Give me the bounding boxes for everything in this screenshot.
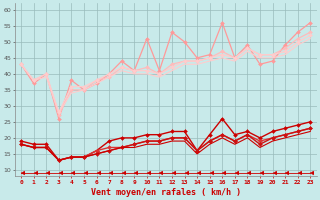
X-axis label: Vent moyen/en rafales ( km/h ): Vent moyen/en rafales ( km/h ) [91, 188, 241, 197]
